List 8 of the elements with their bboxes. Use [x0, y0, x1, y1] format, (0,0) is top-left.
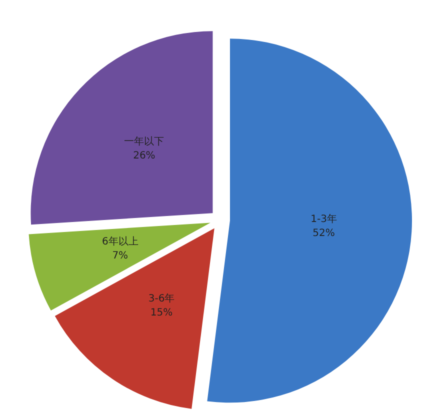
slice-label: 6年以上 — [102, 236, 138, 248]
data-label: 15% — [150, 308, 173, 319]
slice-label: 一年以下 — [124, 135, 164, 148]
data-label: 26% — [133, 150, 156, 162]
slice-label: 1-3年 — [310, 213, 337, 226]
slice-label: 3-6年 — [148, 292, 175, 305]
data-label: 52% — [312, 228, 335, 240]
data-label: 7% — [112, 250, 128, 262]
